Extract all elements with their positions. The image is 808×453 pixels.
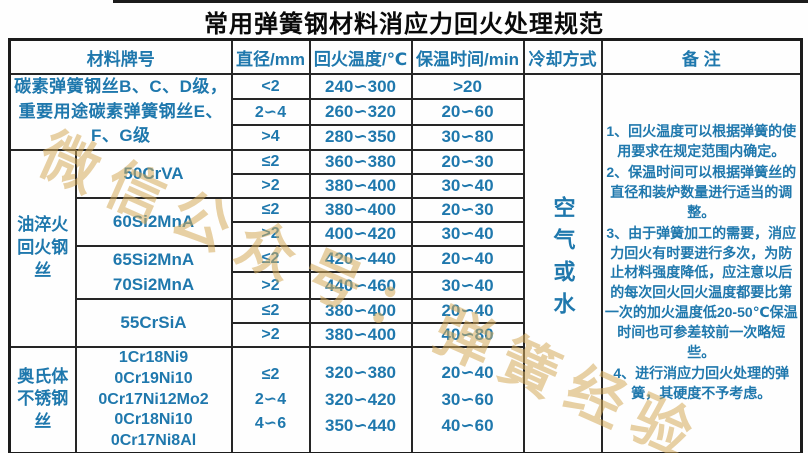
table-row: 油淬火回火钢丝 50CrVA ≤2 360∽380 20∽30 xyxy=(8,148,802,348)
cooling-method-text: 空气或水 xyxy=(550,196,576,325)
col-header-holding-time: 保温时间/min xyxy=(410,38,525,75)
col-header-remarks: 备 注 xyxy=(600,38,803,75)
holding-time-cell: 20∽30 xyxy=(410,196,525,223)
temperature-cell: 400∽420 xyxy=(308,220,413,247)
holding-time-cell: 20∽60 xyxy=(410,98,525,126)
holding-time-cell: 20∽40 xyxy=(410,244,525,274)
temperature-cell: 380∽400 xyxy=(308,196,413,223)
cooling-method-cell: 空气或水 xyxy=(522,72,603,453)
holding-time-cell: >20 xyxy=(410,72,525,101)
diameter-cell: >2 xyxy=(230,321,311,348)
diameter-cell: >4 xyxy=(230,123,311,151)
material-name-cell: 60Si2MnA xyxy=(74,196,233,247)
temperature-cell: 280∽350 xyxy=(308,123,413,151)
table-row: >2 440∽460 30∽40 xyxy=(10,271,802,300)
temperature-cell: 420∽440 xyxy=(308,244,413,274)
header-row: 材料牌号 直径/mm 回火温度/℃ 保温时间/min 冷却方式 备 注 xyxy=(8,38,803,75)
table-row: 55CrSiA ≤2 380∽400 20∽40 xyxy=(10,297,802,348)
table-row: >2 380∽400 40∽80 xyxy=(10,321,802,348)
table-row: >2 380∽400 30∽40 xyxy=(10,172,802,199)
temperature-cell: 320∽380 320∽420 350∽440 xyxy=(308,345,413,453)
diameter-cell: ≤2 xyxy=(230,297,311,324)
note-item: 3、由于弹簧加工的需要，消应力回火有时要进行多次，为防止材料强度降低，应注意以后… xyxy=(604,224,798,360)
temperature-cell: 360∽380 xyxy=(308,148,413,175)
diameter-cell: >2 xyxy=(230,220,311,247)
table-row: 碳素弹簧钢丝B、C、D级，重要用途碳素弹簧钢丝E、F、G级 <2 240∽300… xyxy=(8,72,803,453)
diameter-cell: ≤2 xyxy=(230,196,311,223)
diameter-cell: 2∽4 xyxy=(230,98,311,126)
table-row: 奥氏体不锈钢丝 1Cr18Ni9 0Cr19Ni10 0Cr17Ni12Mo2 … xyxy=(8,345,802,453)
holding-time-cell: 20∽30 xyxy=(410,148,525,175)
temperature-cell: 260∽320 xyxy=(308,98,413,126)
page-title: 常用弹簧钢材料消应力回火处理规范 xyxy=(204,11,604,38)
temperature-cell: 380∽400 xyxy=(308,321,413,348)
diameter-cell: ≤2 xyxy=(230,148,311,175)
col-header-material: 材料牌号 xyxy=(8,38,233,75)
material-name-cell: 1Cr18Ni9 0Cr19Ni10 0Cr17Ni12Mo2 0Cr18Ni1… xyxy=(74,345,233,453)
remarks-cell: 1、回火温度可以根据弹簧的使用要求在规定范围内确定。 2、保温时间可以根据弹簧丝… xyxy=(600,72,803,453)
carbon-group-label: 碳素弹簧钢丝B、C、D级，重要用途碳素弹簧钢丝E、F、G级 xyxy=(8,73,233,151)
oil-group-label: 油淬火回火钢丝 xyxy=(8,148,77,348)
temperature-cell: 240∽300 xyxy=(308,72,413,101)
temperature-cell: 380∽400 xyxy=(308,172,413,199)
table-row: 2∽4 260∽320 20∽60 xyxy=(10,98,802,126)
holding-time-cell: 30∽40 xyxy=(410,172,525,199)
material-name-cell: 65Si2MnA 70Si2MnA xyxy=(74,244,233,300)
material-name-cell: 50CrVA xyxy=(74,148,233,199)
table-row: 65Si2MnA 70Si2MnA ≤2 420∽440 20∽40 xyxy=(10,244,802,300)
stainless-group-label: 奥氏体不锈钢丝 xyxy=(8,345,77,453)
diameter-cell: <2 xyxy=(230,72,311,101)
diameter-cell: ≤2 xyxy=(230,244,311,274)
note-item: 4、进行消应力回火处理的弹簧，其硬度不予考虑。 xyxy=(613,364,790,401)
temperature-cell: 440∽460 xyxy=(308,271,413,300)
diameter-cell: >2 xyxy=(230,172,311,199)
col-header-temperature: 回火温度/℃ xyxy=(308,38,413,75)
note-item: 2、保温时间可以根据弹簧丝的直径和装炉数量进行适当的调整。 xyxy=(606,164,797,220)
holding-time-cell: 20∽40 xyxy=(410,297,525,324)
temperature-cell: 380∽400 xyxy=(308,297,413,324)
holding-time-cell: 30∽80 xyxy=(410,123,525,151)
holding-time-cell: 30∽40 xyxy=(410,271,525,300)
holding-time-cell: 30∽40 xyxy=(410,220,525,247)
col-header-cooling: 冷却方式 xyxy=(522,38,603,75)
tempering-spec-table: 材料牌号 直径/mm 回火温度/℃ 保温时间/min 冷却方式 备 注 碳素弹簧… xyxy=(8,38,803,453)
table-row: 60Si2MnA ≤2 380∽400 20∽30 xyxy=(10,196,802,247)
note-item: 1、回火温度可以根据弹簧的使用要求在规定范围内确定。 xyxy=(606,123,797,160)
table-row: >4 280∽350 30∽80 xyxy=(10,123,802,151)
col-header-diameter: 直径/mm xyxy=(230,38,311,75)
material-name-cell: 55CrSiA xyxy=(74,297,233,348)
top-edge-line xyxy=(113,0,808,3)
diameter-cell: >2 xyxy=(230,271,311,300)
table-row: >2 400∽420 30∽40 xyxy=(10,220,802,247)
diameter-cell: ≤2 2∽4 4∽6 xyxy=(230,345,311,453)
holding-time-cell: 40∽80 xyxy=(410,321,525,348)
holding-time-cell: 20∽40 30∽60 40∽60 xyxy=(410,345,525,453)
